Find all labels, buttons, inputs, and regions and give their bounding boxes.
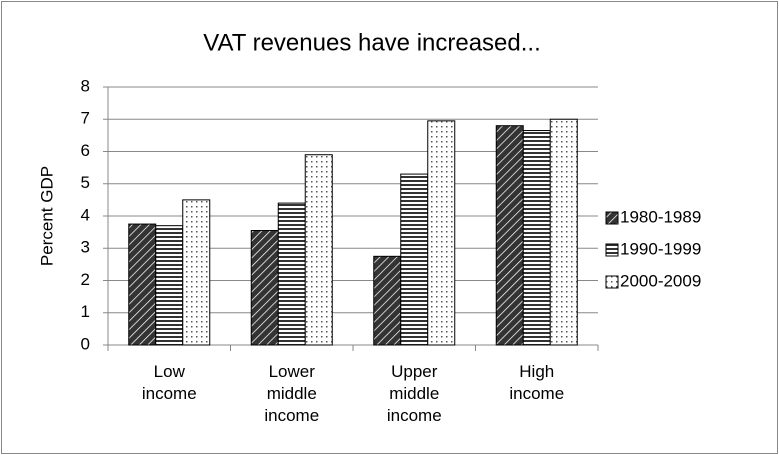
x-tick-label: Low income <box>141 362 197 403</box>
bar <box>549 118 578 346</box>
y-tick-label: 2 <box>81 270 90 289</box>
bar <box>155 225 184 346</box>
y-tick-label: 6 <box>81 141 90 160</box>
y-tick-label: 0 <box>81 334 90 353</box>
bar <box>182 199 211 346</box>
bar <box>495 125 524 346</box>
x-tick-label: High income <box>509 362 565 403</box>
bar <box>128 223 157 346</box>
y-tick-label: 3 <box>81 238 90 257</box>
legend-label: 1990-1999 <box>620 239 701 258</box>
y-tick-label: 4 <box>81 205 90 224</box>
legend-label: 2000-2009 <box>620 271 701 290</box>
y-tick-label: 8 <box>81 76 90 95</box>
legend-label: 1980-1989 <box>620 207 701 226</box>
x-tick-label: Lower middle income <box>264 362 320 425</box>
x-tick-label: Upper middle income <box>386 362 442 425</box>
legend-swatch <box>605 275 619 289</box>
bar <box>400 173 429 346</box>
y-tick-label: 1 <box>81 302 90 321</box>
chart-title: VAT revenues have increased... <box>203 29 541 56</box>
y-axis-label: Percent GDP <box>37 166 56 266</box>
legend-swatch <box>605 243 619 257</box>
bar <box>304 154 333 346</box>
legend-swatch <box>605 211 619 225</box>
bar <box>250 230 279 346</box>
bar <box>427 120 456 346</box>
y-tick-label: 7 <box>81 109 90 128</box>
bar <box>373 255 402 346</box>
bar <box>522 130 551 346</box>
bar <box>277 202 306 346</box>
y-tick-label: 5 <box>81 173 90 192</box>
